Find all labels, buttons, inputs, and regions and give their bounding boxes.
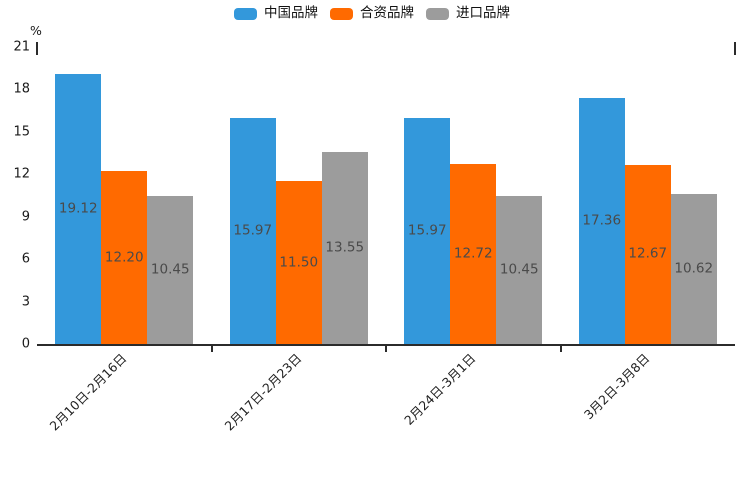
x-axis-label: 2月10日-2月16日	[46, 350, 130, 434]
legend-item[interactable]: 进口品牌	[426, 5, 510, 21]
bar-value-label: 12.72	[453, 245, 493, 262]
y-axis-tick-label: 6	[21, 251, 30, 267]
bar-合资品牌[interactable]: 12.20	[101, 171, 148, 344]
bar-进口品牌[interactable]: 10.45	[496, 196, 543, 344]
bar-value-label: 19.12	[58, 200, 98, 217]
bar-value-label: 13.55	[325, 239, 365, 256]
y-axis-tick-label: 15	[13, 124, 30, 140]
bar-value-label: 10.45	[499, 261, 539, 278]
x-axis-tick	[385, 344, 387, 352]
legend-item[interactable]: 中国品牌	[234, 5, 318, 21]
y-axis-unit-label: %	[30, 23, 42, 38]
bar-value-label: 12.67	[628, 245, 668, 262]
plot-area: 19.12 12.20 10.45 15.97 11.50 13.55 15.97 12.72…	[36, 42, 736, 352]
bar-value-label: 15.97	[407, 222, 447, 239]
bar-中国品牌[interactable]: 17.36	[578, 98, 625, 344]
legend: 中国品牌 合资品牌 进口品牌	[0, 5, 744, 21]
x-axis-label: 2月17日-2月23日	[221, 350, 304, 434]
bar-value-label: 17.36	[582, 212, 622, 229]
x-axis-labels: 2月10日-2月16日 2月17日-2月23日 2月24日-3月1日 3月2日-3月8…	[37, 350, 735, 472]
bar-group: 19.12 12.20 10.45	[37, 47, 212, 344]
y-axis-tick-label: 9	[21, 209, 30, 225]
x-axis-tick	[36, 42, 38, 55]
x-axis-label: 2月24日-3月1日	[401, 350, 479, 428]
bar-value-label: 10.45	[150, 261, 190, 278]
bar-value-label: 12.20	[104, 248, 144, 265]
x-axis-tick	[734, 42, 736, 55]
bar-进口品牌[interactable]: 13.55	[321, 152, 368, 344]
bar-value-label: 10.62	[674, 260, 714, 277]
y-axis-tick-label: 3	[21, 294, 30, 310]
x-axis-tick	[210, 344, 213, 352]
legend-label: 合资品牌	[360, 5, 414, 21]
y-axis-tick-label: 0	[21, 336, 30, 352]
bar-中国品牌[interactable]: 19.12	[55, 73, 102, 344]
bar-合资品牌[interactable]: 12.72	[450, 164, 497, 344]
y-axis-tick-label: 21	[13, 39, 30, 55]
x-axis-label: 3月2日-3月8日	[581, 350, 653, 423]
bar-value-label: 15.97	[233, 222, 273, 239]
x-axis-tick	[559, 344, 562, 352]
legend-item[interactable]: 合资品牌	[330, 5, 414, 21]
legend-swatch-icon	[426, 7, 449, 20]
y-axis: 0 3 6 9 12 15 18 21	[0, 41, 30, 351]
bar-合资品牌[interactable]: 12.67	[624, 164, 671, 344]
bar-group: 15.97 12.72 10.45	[386, 47, 561, 344]
legend-swatch-icon	[330, 7, 353, 20]
legend-label: 进口品牌	[456, 5, 510, 21]
legend-label: 中国品牌	[264, 5, 318, 21]
bar-group: 15.97 11.50 13.55	[212, 47, 387, 344]
bar-进口品牌[interactable]: 10.62	[670, 193, 717, 344]
bar-中国品牌[interactable]: 15.97	[229, 118, 276, 344]
legend-swatch-icon	[234, 7, 257, 20]
bar-进口品牌[interactable]: 10.45	[147, 196, 194, 344]
bar-中国品牌[interactable]: 15.97	[404, 118, 451, 344]
y-axis-tick-label: 18	[13, 81, 30, 97]
bar-合资品牌[interactable]: 11.50	[275, 181, 322, 344]
bar-group: 17.36 12.67 10.62	[561, 47, 736, 344]
bar-value-label: 11.50	[279, 253, 319, 270]
y-axis-tick-label: 12	[13, 166, 30, 182]
